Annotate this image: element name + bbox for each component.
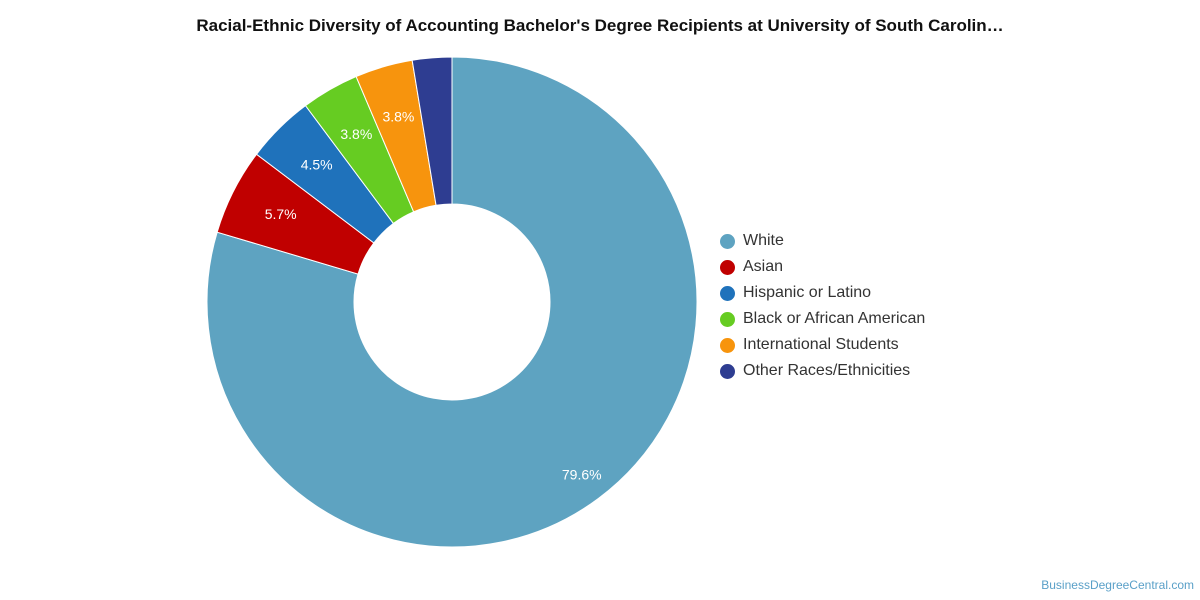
- slice-label-hispanic-or-latino: 4.5%: [301, 157, 333, 173]
- legend-label: Hispanic or Latino: [743, 284, 872, 301]
- legend-marker-icon: [720, 233, 735, 249]
- legend-item-white[interactable]: White: [720, 228, 925, 254]
- slice-label-black-or-african-american: 3.8%: [340, 126, 372, 142]
- legend-item-hispanic-or-latino[interactable]: Hispanic or Latino: [720, 280, 925, 306]
- legend-label: Black or African American: [743, 310, 926, 327]
- slice-other-races-ethnicities[interactable]: [411, 56, 453, 206]
- slice-label-asian: 5.7%: [265, 206, 297, 222]
- legend-marker-icon: [720, 311, 735, 327]
- legend-label: Asian: [743, 258, 784, 275]
- legend-marker-icon: [720, 337, 735, 353]
- legend-label: Other Races/Ethnicities: [743, 362, 911, 379]
- chart-legend: White Asian Hispanic or Latino Black or Afr…: [720, 228, 925, 384]
- legend-item-black-or-african-american[interactable]: Black or African American: [720, 306, 925, 332]
- source-credit[interactable]: BusinessDegreeCentral.com: [1041, 578, 1194, 592]
- legend-marker-icon: [720, 363, 735, 379]
- legend-marker-icon: [720, 259, 735, 275]
- chart-title: Racial-Ethnic Diversity of Accounting Ba…: [196, 16, 1004, 35]
- legend-item-international-students[interactable]: International Students: [720, 332, 925, 358]
- legend-item-asian[interactable]: Asian: [720, 254, 925, 280]
- legend-item-other-races-ethnicities[interactable]: Other Races/Ethnicities: [720, 358, 925, 384]
- legend-label: White: [743, 232, 784, 249]
- slice-label-white: 79.6%: [562, 467, 602, 483]
- slice-white[interactable]: [206, 56, 698, 548]
- slice-label-international-students: 3.8%: [382, 108, 414, 124]
- legend-label: International Students: [743, 336, 899, 353]
- legend-marker-icon: [720, 285, 735, 301]
